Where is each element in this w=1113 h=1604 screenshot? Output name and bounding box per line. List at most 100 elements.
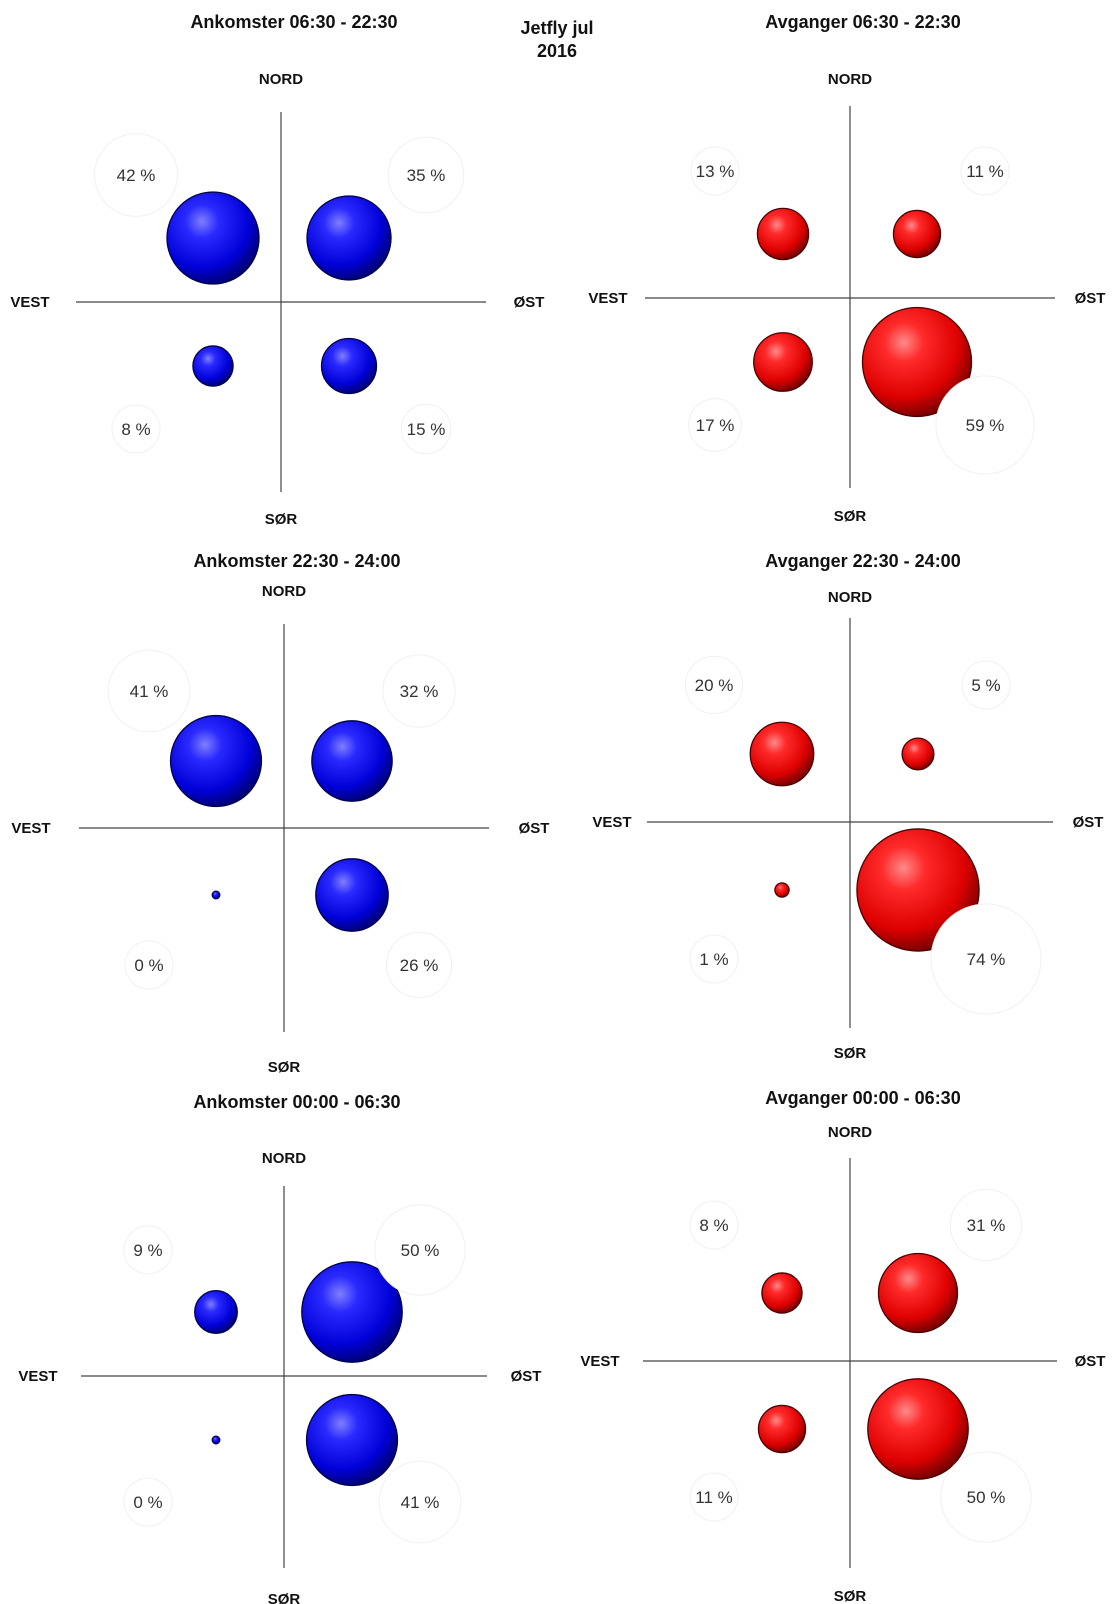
percent-label-se: 15 % <box>407 420 446 439</box>
bubble-se <box>320 337 378 395</box>
direction-label-north: NORD <box>828 71 872 88</box>
bubble-sw <box>757 1404 807 1454</box>
label-halo <box>960 146 1010 196</box>
bubble-sw <box>753 332 813 392</box>
direction-label-east: ØST <box>1075 1353 1106 1370</box>
percent-label-ne: 31 % <box>967 1216 1006 1235</box>
label-halo <box>684 655 744 715</box>
direction-label-north: NORD <box>262 583 306 600</box>
direction-label-south: SØR <box>834 1588 867 1604</box>
direction-label-west: VEST <box>11 820 50 837</box>
percent-label-nw: 42 % <box>117 166 156 185</box>
label-halo <box>949 1188 1023 1262</box>
percent-label-se: 41 % <box>401 1493 440 1512</box>
bubble-nw <box>194 1290 238 1334</box>
direction-label-west: VEST <box>10 294 49 311</box>
chart-panel: Ankomster 06:30 - 22:30 NORD SØR VEST ØST 42 … <box>10 12 544 528</box>
percent-label-sw: 17 % <box>696 416 735 435</box>
chart-panel: Ankomster 22:30 - 24:00 NORD SØR VEST ØST 41 … <box>11 551 549 1076</box>
percent-label-sw: 0 % <box>133 1493 162 1512</box>
label-halo <box>123 1225 173 1275</box>
label-halo <box>124 940 174 990</box>
bubble-nw <box>169 714 263 808</box>
label-halo <box>940 1451 1032 1543</box>
label-halo <box>374 1204 466 1296</box>
label-halo <box>689 934 739 984</box>
chart-panel: Avganger 00:00 - 06:30 NORD SØR VEST ØST 8 % 3… <box>580 1088 1105 1604</box>
direction-label-south: SØR <box>834 508 867 525</box>
chart-title: Avganger 00:00 - 06:30 <box>765 1088 960 1108</box>
percent-label-sw: 0 % <box>134 956 163 975</box>
direction-label-east: ØST <box>519 820 550 837</box>
direction-label-east: ØST <box>514 294 545 311</box>
bubble-nw <box>756 207 810 261</box>
direction-label-west: VEST <box>588 290 627 307</box>
percent-label-sw: 8 % <box>121 420 150 439</box>
bubble-sw <box>211 890 221 900</box>
label-halo <box>689 1472 739 1522</box>
percent-label-ne: 35 % <box>407 166 446 185</box>
bubble-ne <box>301 1261 403 1363</box>
percent-label-ne: 11 % <box>966 162 1004 181</box>
bubble-se <box>861 306 973 418</box>
percent-label-se: 26 % <box>400 956 439 975</box>
direction-label-east: ØST <box>1075 290 1106 307</box>
percent-label-ne: 5 % <box>971 676 1000 695</box>
label-halo <box>382 654 456 728</box>
direction-label-north: NORD <box>828 1124 872 1141</box>
direction-label-north: NORD <box>259 71 303 88</box>
bubble-ne <box>311 720 393 802</box>
label-halo <box>378 1460 462 1544</box>
bubble-nw <box>166 191 260 285</box>
chart-panel: Avganger 22:30 - 24:00 NORD SØR VEST ØST 20 %… <box>592 551 1103 1062</box>
percent-label-se: 50 % <box>967 1488 1006 1507</box>
chart-title: Ankomster 22:30 - 24:00 <box>193 551 400 571</box>
percent-label-ne: 32 % <box>400 682 439 701</box>
direction-label-west: VEST <box>592 814 631 831</box>
percent-label-sw: 1 % <box>699 950 728 969</box>
direction-label-west: VEST <box>580 1353 619 1370</box>
header-title-line2: 2016 <box>537 41 577 61</box>
direction-label-south: SØR <box>265 511 298 528</box>
label-halo <box>123 1477 173 1527</box>
bubble-nw <box>761 1272 803 1314</box>
direction-label-west: VEST <box>18 1368 57 1385</box>
direction-label-north: NORD <box>262 1150 306 1167</box>
bubble-ne <box>901 737 935 771</box>
label-halo <box>107 649 191 733</box>
header-title-line1: Jetfly jul <box>520 18 593 38</box>
bubble-se <box>305 1393 399 1487</box>
label-halo <box>94 133 178 217</box>
label-halo <box>961 660 1011 710</box>
percent-label-se: 59 % <box>966 416 1005 435</box>
label-halo <box>385 931 453 999</box>
percent-label-nw: 41 % <box>130 682 169 701</box>
chart-title: Ankomster 00:00 - 06:30 <box>193 1092 400 1112</box>
bubble-se <box>315 858 389 932</box>
percent-label-nw: 20 % <box>695 676 734 695</box>
chart-panel: Ankomster 00:00 - 06:30 NORD SØR VEST ØST 9 %… <box>18 1092 541 1604</box>
percent-label-ne: 50 % <box>401 1241 440 1260</box>
percent-label-nw: 9 % <box>133 1241 162 1260</box>
direction-label-south: SØR <box>268 1591 301 1604</box>
label-halo <box>688 398 742 452</box>
bubble-sw <box>192 345 234 387</box>
chart-title: Avganger 06:30 - 22:30 <box>765 12 960 32</box>
chart-title: Ankomster 06:30 - 22:30 <box>190 12 397 32</box>
bubble-se <box>867 1378 969 1480</box>
chart-panel: Avganger 06:30 - 22:30 NORD SØR VEST ØST 13 %… <box>588 12 1105 525</box>
percent-label-se: 74 % <box>967 950 1006 969</box>
chart-title: Avganger 22:30 - 24:00 <box>765 551 960 571</box>
bubble-ne <box>892 209 942 259</box>
bubble-ne <box>306 195 392 281</box>
percent-label-nw: 8 % <box>699 1216 728 1235</box>
direction-label-east: ØST <box>511 1368 542 1385</box>
percent-label-sw: 11 % <box>695 1488 733 1507</box>
label-halo <box>690 146 740 196</box>
label-halo <box>111 404 161 454</box>
label-halo <box>689 1200 739 1250</box>
bubble-sw <box>211 1435 221 1445</box>
label-halo <box>400 403 452 455</box>
bubble-sw <box>774 882 790 898</box>
